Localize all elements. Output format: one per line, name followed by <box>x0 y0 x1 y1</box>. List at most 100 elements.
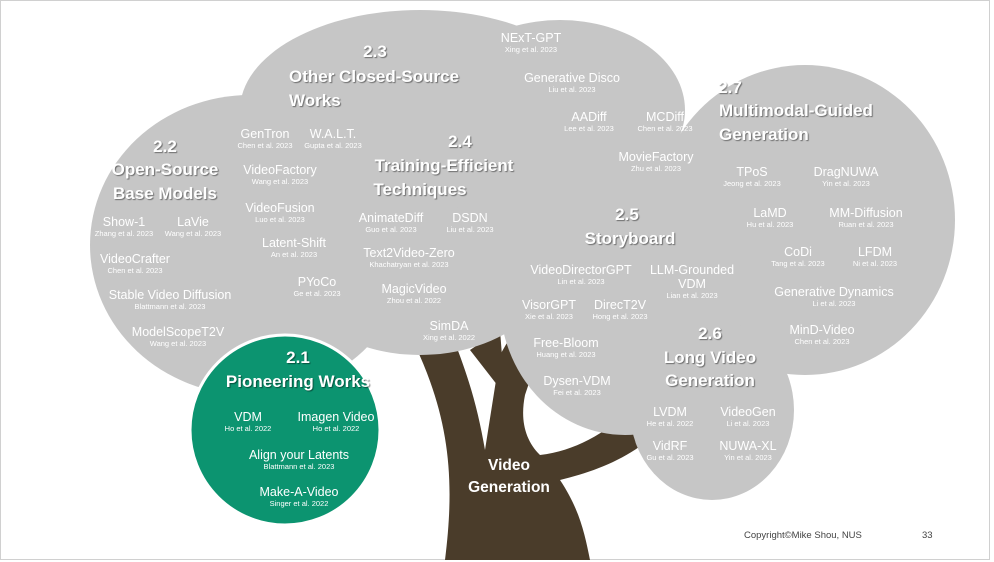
work-item: W.A.L.T. Gupta et al. 2023 <box>304 127 362 150</box>
work-name: DragNUWA <box>813 165 879 179</box>
work-ref: Lian et al. 2023 <box>666 291 718 300</box>
work-name: LLM-Grounded VDM <box>649 263 735 291</box>
work-item: MovieFactory Zhu et al. 2023 <box>618 150 693 173</box>
work-ref: Blattmann et al. 2023 <box>263 462 335 471</box>
work-ref: Liu et al. 2023 <box>548 85 596 94</box>
work-ref: Chen et al. 2023 <box>794 337 850 346</box>
work-ref: Hong et al. 2023 <box>592 312 648 321</box>
work-ref: Ni et al. 2023 <box>852 259 898 268</box>
center-title-text: Video Generation <box>468 457 550 496</box>
work-item: MinD-Video Chen et al. 2023 <box>789 323 854 346</box>
work-ref: Li et al. 2023 <box>812 299 856 308</box>
work-item: Free-Bloom Huang et al. 2023 <box>533 336 598 359</box>
work-ref: Zhou et al. 2022 <box>386 296 442 305</box>
work-item: SimDA Xing et al. 2022 <box>423 319 475 342</box>
work-name: Latent-Shift <box>262 236 326 250</box>
work-ref: Ho et al. 2022 <box>224 424 272 433</box>
work-name: LaMD <box>753 206 787 220</box>
work-name: Text2Video-Zero <box>363 246 455 260</box>
section-2-3-title-line1: Other Closed-Source <box>289 67 460 86</box>
section-2-2-title-line2: Base Models <box>113 184 217 203</box>
work-item: MagicVideo Zhou et al. 2022 <box>381 282 446 305</box>
section-2-7-title-line1: Multimodal-Guided <box>719 101 873 120</box>
section-2-6-number: 2.6 <box>698 324 722 343</box>
work-item: DSDN Liu et al. 2023 <box>446 211 493 234</box>
work-item: VideoFusion Luo et al. 2023 <box>245 201 314 224</box>
pioneering-works-circle <box>188 333 382 527</box>
work-name: Align your Latents <box>248 448 350 462</box>
work-ref: Yin et al. 2023 <box>822 179 870 188</box>
work-item: Make-A-Video Singer et al. 2022 <box>260 485 339 508</box>
work-ref: Singer et al. 2022 <box>269 499 329 508</box>
work-ref: Luo et al. 2023 <box>255 215 305 224</box>
work-item: DragNUWA Yin et al. 2023 <box>814 165 879 188</box>
work-name: VideoGen <box>720 405 776 419</box>
section-2-7-number: 2.7 <box>718 78 742 97</box>
work-ref: Jeong et al. 2023 <box>723 179 781 188</box>
work-ref: Chen et al. 2023 <box>107 266 163 275</box>
work-name: Make-A-Video <box>259 485 339 499</box>
work-name: VideoFactory <box>243 163 317 177</box>
work-name: MovieFactory <box>618 150 694 164</box>
work-ref: Blattmann et al. 2023 <box>134 302 206 311</box>
work-ref: Khachatryan et al. 2023 <box>369 260 449 269</box>
section-2-3-title-line2: Works <box>289 91 341 110</box>
work-item: LVDM He et al. 2022 <box>647 405 694 428</box>
center-title: Video Generation <box>459 455 559 499</box>
work-item: PYoCo Ge et al. 2023 <box>293 275 340 298</box>
work-ref: Liu et al. 2023 <box>446 225 494 234</box>
work-name: TPoS <box>736 165 768 179</box>
section-2-7-title-line2: Generation <box>719 125 809 144</box>
work-ref: Huang et al. 2023 <box>536 350 596 359</box>
copyright-text: Copyright©Mike Shou, NUS <box>744 530 862 541</box>
work-item: VDM Ho et al. 2022 <box>225 410 272 433</box>
work-name: SimDA <box>429 319 469 333</box>
work-ref: Xing et al. 2023 <box>504 45 558 54</box>
work-name: NExT-GPT <box>500 31 562 45</box>
page-number: 33 <box>922 530 933 541</box>
work-ref: Li et al. 2023 <box>726 419 770 428</box>
section-2-1-title: Pioneering Works <box>225 372 371 391</box>
work-name: AADiff <box>571 110 607 124</box>
section-2-5-title: Storyboard <box>584 229 676 248</box>
section-2-3-number: 2.3 <box>363 42 387 61</box>
work-name: Dysen-VDM <box>543 374 611 388</box>
section-2-2-number: 2.2 <box>153 137 177 156</box>
work-ref: Ruan et al. 2023 <box>838 220 894 229</box>
work-item: VideoDirectorGPT Lin et al. 2023 <box>530 263 631 286</box>
tree-trunk <box>415 320 675 560</box>
work-item: MM-Diffusion Ruan et al. 2023 <box>829 206 902 229</box>
work-name: MM-Diffusion <box>829 206 903 220</box>
work-ref: Ho et al. 2022 <box>312 424 360 433</box>
work-name: VDM <box>234 410 262 424</box>
work-item: VidRF Gu et al. 2023 <box>646 439 693 462</box>
work-item: VideoFactory Wang et al. 2023 <box>243 163 316 186</box>
section-2-4-title-line2: Techniques <box>373 180 467 199</box>
work-name: Free-Bloom <box>533 336 599 350</box>
work-ref: An et al. 2023 <box>270 250 318 259</box>
work-ref: Xing et al. 2022 <box>422 333 476 342</box>
work-ref: Fei et al. 2023 <box>553 388 601 397</box>
section-2-2-title-line1: Open-Source <box>111 160 219 179</box>
work-item: Align your Latents Blattmann et al. 2023 <box>249 448 349 471</box>
work-name: LaVie <box>177 215 209 229</box>
work-item: Show-1 Zhang et al. 2023 <box>95 215 153 238</box>
work-item: Text2Video-Zero Khachatryan et al. 2023 <box>363 246 455 269</box>
section-2-6-title-line1: Long Video <box>663 348 757 367</box>
work-item: AnimateDiff Guo et al. 2023 <box>359 211 423 234</box>
work-ref: Wang et al. 2023 <box>251 177 309 186</box>
section-2-6-title-line2: Generation <box>665 371 755 390</box>
tree-canopy <box>90 10 955 500</box>
work-name: Generative Disco <box>524 71 620 85</box>
work-ref: Chen et al. 2023 <box>237 141 293 150</box>
work-name: Generative Dynamics <box>774 285 894 299</box>
work-item: LaMD Hu et al. 2023 <box>747 206 794 229</box>
work-name: NUWA-XL <box>719 439 777 453</box>
work-name: Show-1 <box>102 215 146 229</box>
work-name: VideoFusion <box>245 201 315 215</box>
work-name: DSDN <box>452 211 488 225</box>
work-name: DirecT2V <box>593 298 647 312</box>
work-name: W.A.L.T. <box>309 127 357 141</box>
work-name: VideoDirectorGPT <box>530 263 632 277</box>
